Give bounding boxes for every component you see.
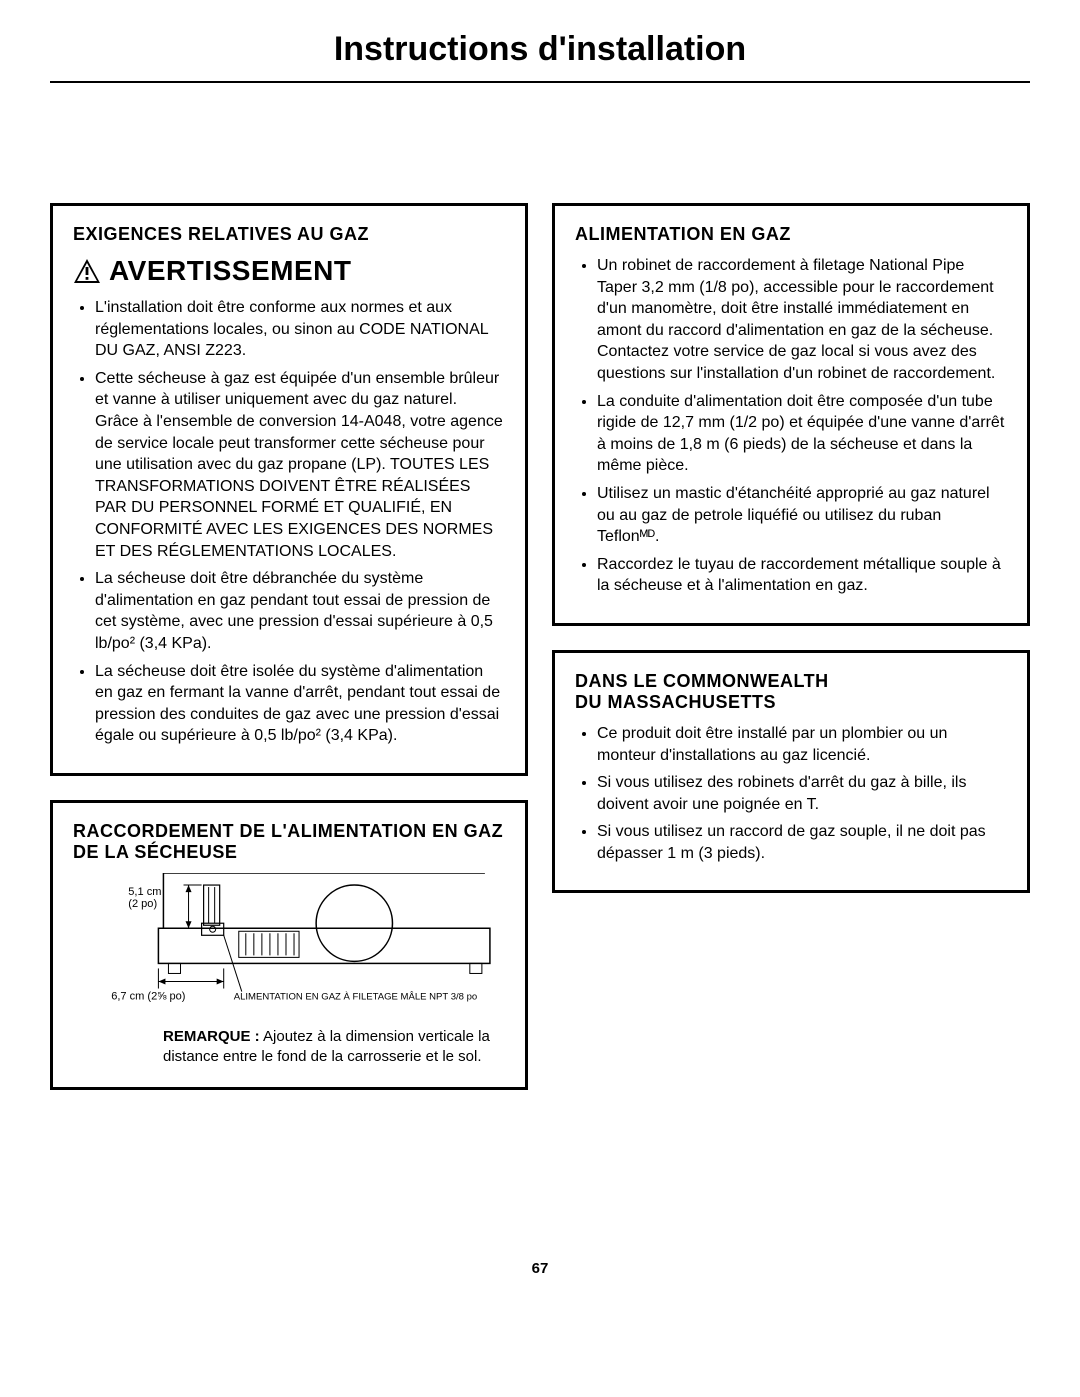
- gas-connection-heading: RACCORDEMENT DE L'ALIMENTATION EN GAZ DE…: [73, 821, 505, 863]
- list-item: L'installation doit être conforme aux no…: [95, 297, 505, 362]
- diagram-wrap: 5,1 cm (2 po) 6,7 cm (2⅝ po) ALIMENTATIO…: [73, 873, 505, 1019]
- gas-supply-label: ALIMENTATION EN GAZ À FILETAGE MÂLE NPT …: [234, 991, 477, 1002]
- list-item: Ce produit doit être installé par un plo…: [597, 723, 1007, 766]
- remark-label: REMARQUE :: [163, 1028, 260, 1045]
- massachusetts-heading: DANS LE COMMONWEALTH DU MASSACHUSETTS: [575, 671, 1007, 713]
- left-column: EXIGENCES RELATIVES AU GAZ AVERTISSEMENT…: [50, 203, 528, 1090]
- warning-icon: [73, 258, 101, 284]
- title-rule: [50, 81, 1030, 83]
- dim-5-1-a: 5,1 cm: [128, 886, 161, 898]
- massachusetts-list: Ce produit doit être installé par un plo…: [575, 723, 1007, 865]
- list-item: Si vous utilisez un raccord de gaz soupl…: [597, 821, 1007, 864]
- dim-5-1-b: (2 po): [128, 898, 157, 910]
- gas-supply-list: Un robinet de raccordement à filetage Na…: [575, 255, 1007, 597]
- list-item: Un robinet de raccordement à filetage Na…: [597, 255, 1007, 385]
- remark: REMARQUE : Ajoutez à la dimension vertic…: [73, 1027, 505, 1068]
- dryer-diagram: 5,1 cm (2 po) 6,7 cm (2⅝ po) ALIMENTATIO…: [73, 873, 505, 1014]
- right-column: ALIMENTATION EN GAZ Un robinet de raccor…: [552, 203, 1030, 1090]
- warning-line: AVERTISSEMENT: [73, 255, 505, 287]
- warning-text: AVERTISSEMENT: [109, 255, 351, 287]
- dim-6-7: 6,7 cm (2⅝ po): [111, 990, 185, 1002]
- list-item: La sécheuse doit être débranchée du syst…: [95, 568, 505, 654]
- list-item: Cette sécheuse à gaz est équipée d'un en…: [95, 368, 505, 562]
- list-item: La conduite d'alimentation doit être com…: [597, 391, 1007, 477]
- columns-container: EXIGENCES RELATIVES AU GAZ AVERTISSEMENT…: [50, 203, 1030, 1090]
- page-title: Instructions d'installation: [50, 30, 1030, 69]
- list-item: Si vous utilisez des robinets d'arrêt du…: [597, 772, 1007, 815]
- list-item: La sécheuse doit être isolée du système …: [95, 661, 505, 747]
- massachusetts-box: DANS LE COMMONWEALTH DU MASSACHUSETTS Ce…: [552, 650, 1030, 894]
- gas-supply-box: ALIMENTATION EN GAZ Un robinet de raccor…: [552, 203, 1030, 626]
- gas-connection-box: RACCORDEMENT DE L'ALIMENTATION EN GAZ DE…: [50, 800, 528, 1090]
- list-item: Utilisez un mastic d'étanchéité appropri…: [597, 483, 1007, 548]
- gas-requirements-list: L'installation doit être conforme aux no…: [73, 297, 505, 747]
- gas-requirements-heading: EXIGENCES RELATIVES AU GAZ: [73, 224, 505, 245]
- list-item: Raccordez le tuyau de raccordement métal…: [597, 554, 1007, 597]
- gas-supply-heading: ALIMENTATION EN GAZ: [575, 224, 1007, 245]
- gas-requirements-box: EXIGENCES RELATIVES AU GAZ AVERTISSEMENT…: [50, 203, 528, 776]
- page-number: 67: [50, 1260, 1030, 1277]
